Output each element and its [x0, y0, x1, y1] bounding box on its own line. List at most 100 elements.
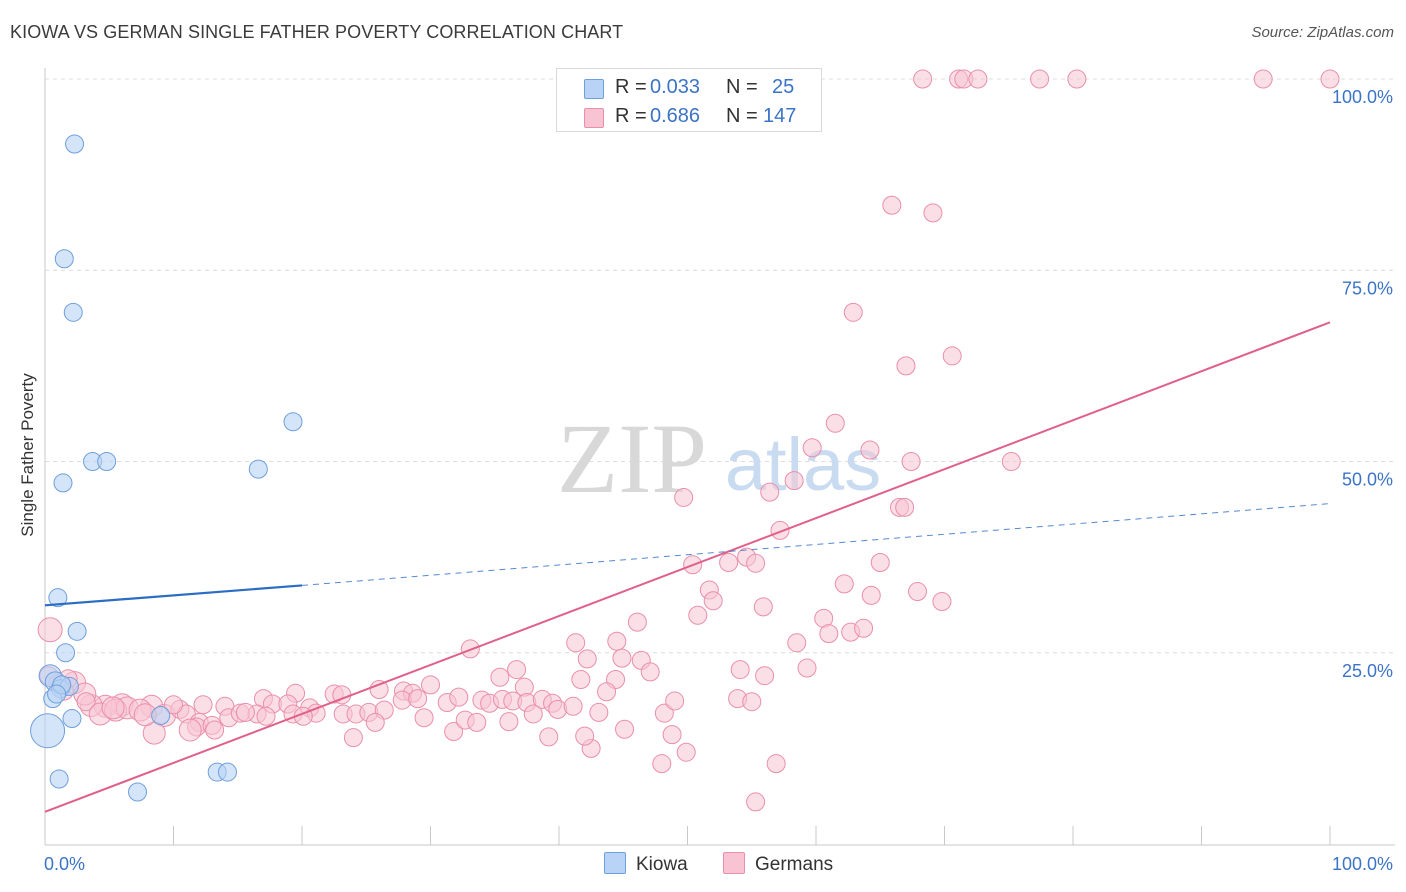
legend-r-value: 0.033 [650, 76, 701, 98]
axes [44, 68, 1395, 846]
germans-point [607, 631, 627, 651]
kiowa-swatch [604, 852, 626, 874]
kiowa-point [128, 782, 148, 802]
germans-point [843, 302, 863, 322]
kiowa-point [48, 588, 68, 608]
germans-point [688, 605, 708, 625]
germans-point [548, 699, 568, 719]
kiowa-point [283, 412, 303, 432]
germans-point [746, 553, 766, 573]
germans-point [797, 658, 817, 678]
legend-r-value: 0.686 [650, 105, 701, 127]
kiowa-point [47, 684, 67, 704]
y-tick-label: 50.0% [1342, 470, 1393, 490]
germans-point [449, 687, 469, 707]
germans-point [676, 742, 696, 762]
watermark-atlas: atlas [725, 423, 881, 506]
germans-point [802, 438, 822, 458]
kiowa-point [248, 459, 268, 479]
bottom-legend-kiowa: Kiowa [604, 852, 688, 876]
y-tick-label: 75.0% [1342, 278, 1393, 298]
legend-n-label: N = [726, 76, 758, 98]
germans-point [193, 695, 213, 715]
germans-point [1030, 69, 1050, 89]
kiowa-point [151, 705, 171, 725]
kiowa-point [62, 709, 82, 729]
germans-point [882, 195, 902, 215]
germans-point [1067, 69, 1087, 89]
germans-point [755, 666, 775, 686]
germans-point [575, 726, 595, 746]
kiowa-swatch [584, 79, 604, 99]
x-tick-label: 100.0% [1332, 854, 1393, 874]
germans-point [414, 708, 434, 728]
legend-row-germans: R = 0.686 N = 147 [557, 100, 821, 130]
grid-lines [45, 78, 1395, 654]
germans-point [37, 617, 63, 643]
germans-point [235, 702, 255, 722]
kiowa-point [53, 473, 73, 493]
chart-title: KIOWA VS GERMAN SINGLE FATHER POVERTY CO… [10, 22, 624, 42]
kiowa-trend-line [44, 584, 303, 607]
legend-n-label: N = [726, 105, 758, 127]
germans-point [870, 552, 890, 572]
germans-point [760, 482, 780, 502]
germans-point [164, 695, 183, 715]
germans-point [467, 712, 487, 732]
kiowa-point [56, 643, 76, 663]
legend-r-label: R = [615, 105, 647, 127]
germans-point [854, 618, 874, 638]
germans-swatch [584, 108, 604, 128]
germans-point [652, 754, 672, 774]
kiowa-point [49, 769, 69, 789]
germans-point [730, 660, 750, 680]
germans-point [76, 692, 96, 712]
germans-point [178, 718, 202, 742]
germans-point [365, 712, 385, 732]
germans-point [770, 520, 790, 540]
kiowa-point [65, 134, 85, 154]
germans-point [766, 754, 786, 774]
germans-point [825, 413, 845, 433]
germans-point [703, 591, 723, 611]
kiowa-point [97, 452, 117, 471]
germans-point [923, 203, 943, 223]
germans-point [746, 792, 766, 812]
germans-point [662, 725, 682, 745]
germans-point [787, 633, 807, 653]
germans-point [674, 487, 694, 507]
kiowa-trend-extension [301, 503, 1331, 586]
germans-point [369, 679, 389, 699]
germans-point [913, 69, 933, 89]
germans-point [444, 722, 464, 742]
legend-row-kiowa: R = 0.033 N = 25 [557, 71, 821, 101]
germans-point [612, 648, 632, 668]
kiowa-point [217, 762, 237, 782]
bottom-legend-germans: Germans [723, 852, 833, 876]
kiowa-points [30, 134, 303, 802]
germans-point [895, 497, 915, 517]
trend-lines [44, 321, 1331, 813]
germans-point [1253, 69, 1273, 89]
germans-point [577, 649, 597, 669]
germans-trend-line [44, 321, 1331, 813]
germans-point [205, 720, 225, 740]
germans-swatch [723, 852, 745, 874]
germans-point [784, 471, 804, 491]
germans-point [1320, 69, 1340, 89]
germans-point [571, 670, 591, 690]
kiowa-point [63, 302, 83, 322]
germans-point [654, 703, 674, 723]
germans-point [665, 691, 685, 711]
germans-point [753, 597, 773, 617]
germans-point [490, 667, 510, 687]
germans-point [640, 662, 660, 682]
y-tick-label: 25.0% [1342, 661, 1393, 681]
x-tick-label: 0.0% [44, 854, 85, 874]
germans-legend-label: Germans [755, 854, 834, 875]
germans-point [968, 69, 988, 89]
germans-point [101, 696, 125, 720]
germans-point [408, 689, 428, 709]
germans-point [523, 704, 543, 724]
